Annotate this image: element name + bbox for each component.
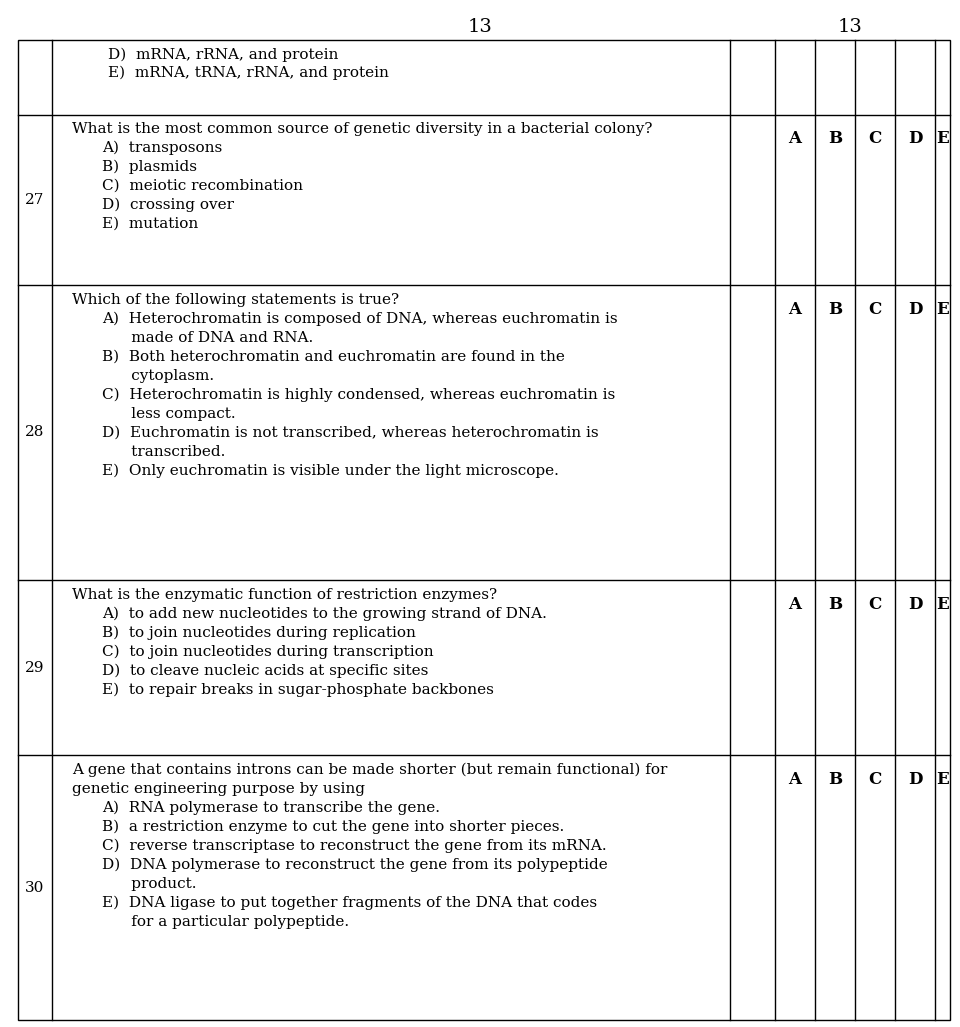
Text: C)  Heterochromatin is highly condensed, whereas euchromatin is: C) Heterochromatin is highly condensed, … <box>102 388 615 403</box>
Text: 29: 29 <box>25 660 45 675</box>
Text: A)  transposons: A) transposons <box>102 141 223 155</box>
Text: cytoplasm.: cytoplasm. <box>102 369 214 383</box>
Text: E)  to repair breaks in sugar-phosphate backbones: E) to repair breaks in sugar-phosphate b… <box>102 683 493 697</box>
Text: D)  crossing over: D) crossing over <box>102 198 234 213</box>
Text: B: B <box>828 771 842 788</box>
Text: 30: 30 <box>25 880 45 895</box>
Text: D)  DNA polymerase to reconstruct the gene from its polypeptide: D) DNA polymerase to reconstruct the gen… <box>102 858 608 872</box>
Text: E)  mRNA, tRNA, rRNA, and protein: E) mRNA, tRNA, rRNA, and protein <box>108 66 389 80</box>
Text: C)  meiotic recombination: C) meiotic recombination <box>102 179 303 193</box>
Text: transcribed.: transcribed. <box>102 445 226 459</box>
Text: E)  mutation: E) mutation <box>102 217 199 231</box>
Text: E: E <box>936 596 948 613</box>
Text: E: E <box>936 771 948 788</box>
Text: C: C <box>869 301 881 318</box>
Text: E)  Only euchromatin is visible under the light microscope.: E) Only euchromatin is visible under the… <box>102 464 559 479</box>
Text: A: A <box>788 301 802 318</box>
Text: less compact.: less compact. <box>102 407 235 421</box>
Text: A: A <box>788 130 802 147</box>
Text: B)  Both heterochromatin and euchromatin are found in the: B) Both heterochromatin and euchromatin … <box>102 350 564 364</box>
Text: C: C <box>869 130 881 147</box>
Text: A)  to add new nucleotides to the growing strand of DNA.: A) to add new nucleotides to the growing… <box>102 607 547 621</box>
Text: D: D <box>908 301 923 318</box>
Text: What is the most common source of genetic diversity in a bacterial colony?: What is the most common source of geneti… <box>72 122 653 136</box>
Text: B: B <box>828 596 842 613</box>
Text: C)  to join nucleotides during transcription: C) to join nucleotides during transcript… <box>102 645 434 659</box>
Text: D: D <box>908 130 923 147</box>
Text: E: E <box>936 130 948 147</box>
Text: D: D <box>908 771 923 788</box>
Text: Which of the following statements is true?: Which of the following statements is tru… <box>72 293 399 307</box>
Text: What is the enzymatic function of restriction enzymes?: What is the enzymatic function of restri… <box>72 588 497 602</box>
Text: for a particular polypeptide.: for a particular polypeptide. <box>102 915 349 929</box>
Text: 13: 13 <box>468 18 492 36</box>
Text: 27: 27 <box>25 193 45 207</box>
Text: A)  RNA polymerase to transcribe the gene.: A) RNA polymerase to transcribe the gene… <box>102 801 440 815</box>
Text: genetic engineering purpose by using: genetic engineering purpose by using <box>72 782 365 796</box>
Text: made of DNA and RNA.: made of DNA and RNA. <box>102 331 313 345</box>
Text: D)  mRNA, rRNA, and protein: D) mRNA, rRNA, and protein <box>108 48 338 63</box>
Text: C: C <box>869 771 881 788</box>
Text: product.: product. <box>102 877 197 891</box>
Text: D)  to cleave nucleic acids at specific sites: D) to cleave nucleic acids at specific s… <box>102 664 428 679</box>
Text: B)  to join nucleotides during replication: B) to join nucleotides during replicatio… <box>102 626 416 641</box>
Text: D: D <box>908 596 923 613</box>
Text: D)  Euchromatin is not transcribed, whereas heterochromatin is: D) Euchromatin is not transcribed, where… <box>102 426 599 440</box>
Text: B)  plasmids: B) plasmids <box>102 160 197 175</box>
Text: B: B <box>828 301 842 318</box>
Text: B)  a restriction enzyme to cut the gene into shorter pieces.: B) a restriction enzyme to cut the gene … <box>102 820 564 834</box>
Text: C: C <box>869 596 881 613</box>
Text: A: A <box>788 771 802 788</box>
Text: E)  DNA ligase to put together fragments of the DNA that codes: E) DNA ligase to put together fragments … <box>102 896 597 910</box>
Text: 13: 13 <box>837 18 862 36</box>
Text: E: E <box>936 301 948 318</box>
Text: 28: 28 <box>25 425 45 440</box>
Text: A gene that contains introns can be made shorter (but remain functional) for: A gene that contains introns can be made… <box>72 763 667 777</box>
Text: A: A <box>788 596 802 613</box>
Text: A)  Heterochromatin is composed of DNA, whereas euchromatin is: A) Heterochromatin is composed of DNA, w… <box>102 312 617 327</box>
Text: C)  reverse transcriptase to reconstruct the gene from its mRNA.: C) reverse transcriptase to reconstruct … <box>102 839 607 853</box>
Text: B: B <box>828 130 842 147</box>
